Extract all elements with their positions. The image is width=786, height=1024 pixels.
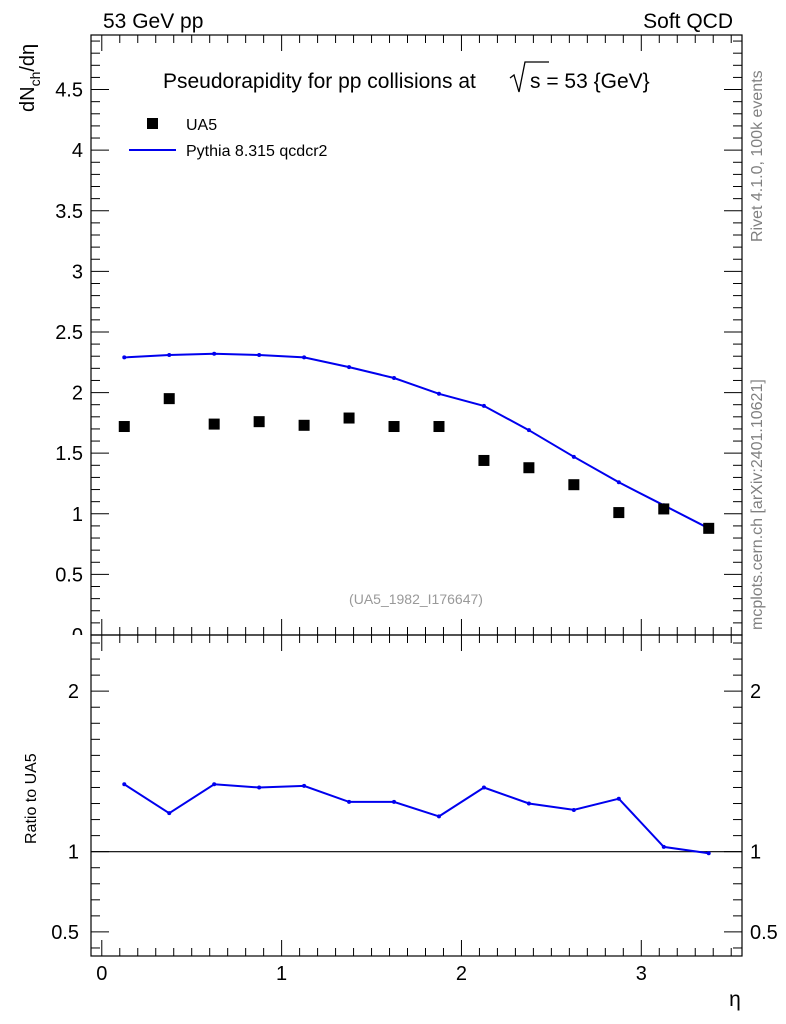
pythia-point [212,351,217,356]
title-suffix: = 53 {GeV} [541,70,650,93]
title-sqrt-tail: s = 53 {GeV} [530,70,650,93]
pythia-point [257,353,262,357]
pythia-point [122,355,127,360]
pythia-point [167,353,172,357]
main-data-layer [118,351,715,534]
pythia-point [436,391,441,396]
header-left: 53 GeV pp [103,10,203,33]
y-label-main-base: dN [17,86,39,112]
ratio-line [123,783,709,855]
ratio-point [436,814,441,819]
ua5-point [208,418,220,430]
ua5-point [523,462,535,474]
ratio-point [392,799,397,804]
ua5-point [253,416,265,428]
ratio-point [706,851,711,856]
pythia-point [616,480,621,485]
ratio-point [347,799,352,804]
ratio-point [122,782,127,787]
legend-marker-ua5 [147,118,158,129]
pythia-point [526,428,531,433]
pythia-point [392,376,397,381]
ratio-point [302,783,307,788]
ua5-point [613,507,625,519]
y-tick-label-main: 1.5 [55,443,83,465]
ratio-data-layer [91,782,742,856]
chart-title: Pseudorapidity for pp collisions at [163,70,476,93]
ua5-point [658,503,670,515]
y-tick-label-main: 0.5 [55,564,83,586]
ratio-point [257,785,262,790]
rivet-version-label: Rivet 4.1.0, 100k events [749,70,766,242]
ua5-point [433,421,445,433]
y-tick-label-zero: 0 [72,625,83,647]
ua5-point [163,393,175,405]
y-tick-label-ratio-left: 0.5 [51,922,79,944]
ua5-point [703,522,715,534]
pythia-point [571,454,576,459]
y-label-main-sub: ch [27,72,43,87]
ua5-point [478,454,490,466]
ua5-point [118,421,130,433]
y-tick-label-main: 1 [72,504,83,526]
ratio-point [481,785,486,790]
ratio-point [571,807,576,812]
y-tick-label-main: 4 [72,140,83,162]
y-tick-label-ratio-right: 2 [750,681,761,703]
title-prefix: Pseudorapidity for pp collisions at [163,70,476,93]
ratio-point [661,844,666,849]
y-tick-label-main: 4.5 [55,80,83,102]
ua5-point [568,479,580,491]
y-tick-label-main: 3.5 [55,201,83,223]
y-tick-label-main: 3 [72,261,83,283]
x-tick-label: 1 [276,963,287,985]
y-axis-label-ratio: Ratio to UA5 [23,753,40,844]
x-axis-label: η [729,988,741,1011]
legend-label-pythia: Pythia 8.315 qcdcr2 [186,143,328,160]
pythia-point [481,403,486,408]
ua5-point [298,419,310,431]
analysis-watermark: (UA5_1982_I176647) [349,591,483,607]
x-tick-label: 2 [456,963,467,985]
y-tick-label-ratio-left: 2 [68,681,79,703]
y-tick-label-ratio-right: 0.5 [750,922,778,944]
ratio-point [616,796,621,801]
y-axis-label-main: dNch/dη [17,44,43,112]
ratio-point [167,811,172,816]
y-tick-label-ratio-left: 1 [68,842,79,864]
y-tick-label-ratio-right: 1 [750,842,761,864]
legend: UA5 Pythia 8.315 qcdcr2 [129,117,328,160]
pythia-point [302,355,307,360]
mcplots-label: mcplots.cern.ch [arXiv:2401.10621] [749,379,766,630]
y-label-main-tail: /dη [17,44,39,72]
ua5-point [343,412,355,424]
x-tick-label: 0 [96,963,107,985]
ratio-point [212,782,217,787]
y-tick-label-main: 2 [72,383,83,405]
pythia-point [347,365,352,370]
header-right: Soft QCD [643,10,733,33]
x-tick-label: 3 [636,963,647,985]
legend-label-ua5: UA5 [186,117,217,134]
axis-ticks: 0 1 2 3 0.5 1 1.5 2 2.5 3 3.5 4 4.5 0 0.5 0.5 1 1 2 2 [51,35,778,985]
ratio-point [526,801,531,806]
title-sqrt-arg: s [530,70,541,93]
ratio-panel-frame [90,634,743,957]
ua5-point [388,421,400,433]
pythia-line [124,352,710,530]
y-tick-label-main: 2.5 [55,322,83,344]
sqrt-symbol [509,61,549,93]
